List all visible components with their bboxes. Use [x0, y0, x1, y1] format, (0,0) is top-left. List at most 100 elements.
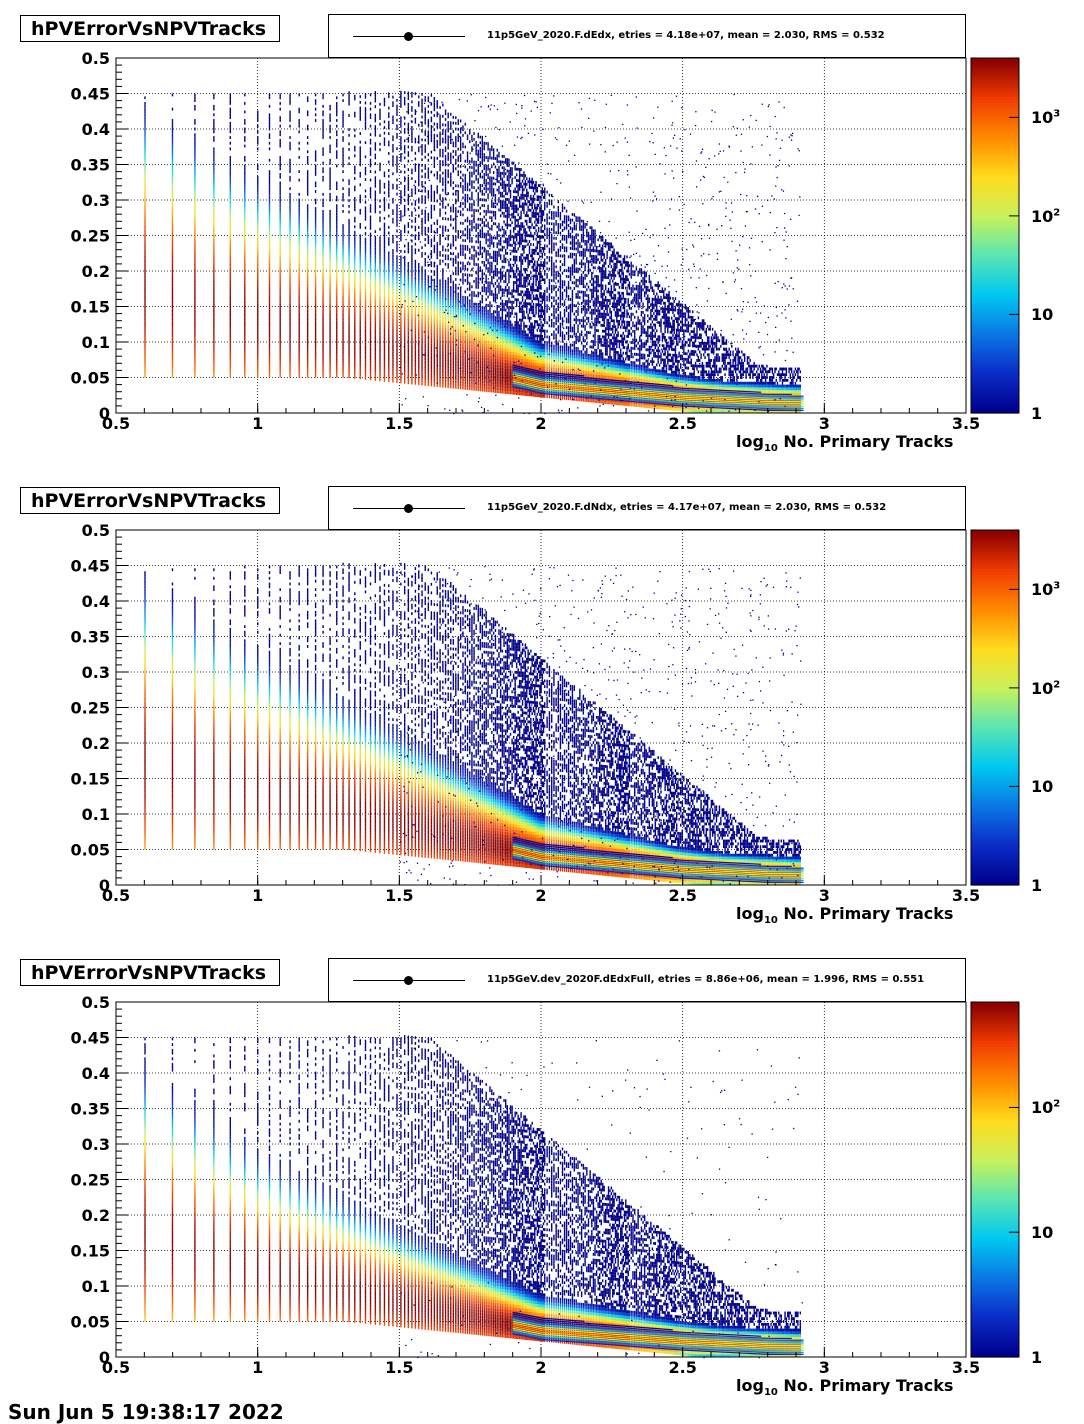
heatmap-cell — [280, 176, 281, 179]
heatmap-cell — [482, 227, 483, 230]
heatmap-cell — [408, 373, 409, 376]
heatmap-cell — [336, 253, 337, 256]
heatmap-cell — [467, 296, 468, 299]
heatmap-cell — [493, 384, 494, 387]
heatmap-cell — [493, 214, 494, 217]
heatmap-cell — [421, 278, 422, 281]
heatmap-cell — [348, 310, 349, 313]
heatmap-cell — [437, 316, 438, 319]
heatmap-cell — [482, 142, 483, 145]
heatmap-cell — [404, 267, 405, 270]
heatmap-cell — [411, 257, 412, 260]
heatmap-cell — [475, 326, 476, 329]
heatmap-cell — [329, 369, 330, 372]
heatmap-cell — [172, 145, 173, 148]
heatmap-cell — [467, 299, 468, 302]
heatmap-cell — [471, 160, 472, 163]
heatmap-cell — [315, 278, 316, 281]
heatmap-cell — [365, 297, 366, 300]
heatmap-cell — [445, 328, 446, 331]
heatmap-cell — [442, 140, 443, 143]
heatmap-cell — [354, 302, 355, 305]
heatmap-cell — [213, 304, 214, 307]
heatmap-cell — [360, 212, 361, 215]
heatmap-cell — [434, 353, 435, 356]
heatmap-cell — [473, 226, 474, 229]
heatmap-cell — [475, 311, 476, 314]
heatmap-cell — [491, 324, 492, 327]
heatmap-cell — [478, 286, 479, 289]
heatmap-cell — [244, 321, 245, 324]
heatmap-cell — [431, 151, 432, 154]
heatmap-cell — [172, 289, 173, 292]
heatmap-cell — [396, 224, 397, 227]
heatmap-cell — [315, 238, 316, 241]
heatmap-cell — [384, 296, 385, 299]
heatmap-cell — [298, 94, 299, 97]
heatmap-cell — [375, 352, 376, 355]
heatmap-cell — [400, 363, 401, 366]
heatmap-cell — [473, 203, 474, 206]
heatmap-cell — [370, 221, 371, 224]
heatmap-cell — [484, 355, 485, 358]
heatmap-cell — [244, 119, 245, 122]
heatmap-cell — [428, 380, 429, 383]
heatmap-cell — [213, 204, 214, 207]
heatmap-cell — [360, 141, 361, 144]
heatmap-cell — [445, 172, 446, 175]
heatmap-cell — [411, 339, 412, 342]
heatmap-cell — [269, 207, 270, 210]
heatmap-cell — [172, 179, 173, 182]
heatmap-cell — [348, 353, 349, 356]
heatmap-cell — [370, 298, 371, 301]
heatmap-cell — [465, 378, 466, 381]
heatmap-cell — [396, 218, 397, 221]
heatmap-cell — [473, 359, 474, 362]
heatmap-cell — [467, 305, 468, 308]
heatmap-cell — [418, 294, 419, 297]
heatmap-cell — [418, 320, 419, 323]
heatmap-cell — [471, 226, 472, 229]
heatmap-cell — [315, 343, 316, 346]
heatmap-cell — [453, 241, 454, 244]
heatmap-cell — [458, 236, 459, 239]
heatmap-cell — [388, 141, 389, 144]
heatmap-cell — [497, 390, 498, 393]
heatmap-cell — [491, 242, 492, 245]
heatmap-cell — [453, 144, 454, 147]
heatmap-cell — [384, 359, 385, 362]
heatmap-cell — [493, 376, 494, 379]
heatmap-cell — [269, 184, 270, 187]
heatmap-cell — [375, 244, 376, 247]
heatmap-cell — [495, 222, 496, 225]
heatmap-cell — [491, 211, 492, 214]
heatmap-cell — [375, 284, 376, 287]
heatmap-cell — [336, 338, 337, 341]
heatmap-cell — [480, 371, 481, 374]
heatmap-cell — [360, 223, 361, 226]
heatmap-cell — [213, 346, 214, 349]
heatmap-cell — [404, 318, 405, 321]
heatmap-cell — [408, 151, 409, 154]
heatmap-cell — [450, 385, 451, 388]
heatmap-cell — [348, 370, 349, 373]
heatmap-cell — [495, 296, 496, 299]
heatmap-cell — [453, 301, 454, 304]
heatmap-cell — [298, 366, 299, 369]
heatmap-cell — [379, 259, 380, 262]
heatmap-cell — [322, 250, 323, 253]
heatmap-cell — [360, 254, 361, 257]
heatmap-cell — [365, 141, 366, 144]
heatmap-cell — [348, 282, 349, 285]
heatmap-cell — [315, 355, 316, 358]
heatmap-cell — [342, 253, 343, 256]
heatmap-cell — [453, 218, 454, 221]
heatmap-cell — [450, 349, 451, 352]
heatmap-cell — [425, 264, 426, 267]
heatmap-cell — [480, 232, 481, 235]
heatmap-cell — [392, 187, 393, 190]
heatmap-cell — [379, 180, 380, 183]
heatmap-cell — [194, 133, 195, 136]
heatmap-cell — [404, 250, 405, 253]
heatmap-cell — [396, 329, 397, 332]
